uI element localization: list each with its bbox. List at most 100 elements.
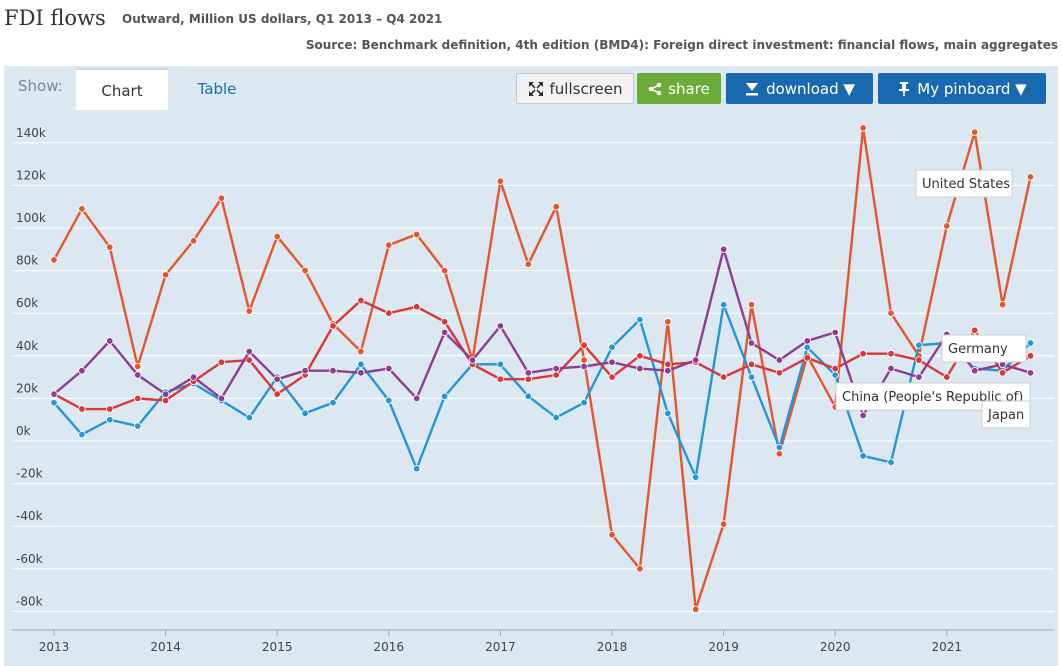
data-point[interactable]	[747, 339, 756, 347]
data-point[interactable]	[943, 373, 951, 381]
data-point[interactable]	[301, 409, 309, 418]
data-point[interactable]	[747, 360, 756, 369]
data-point[interactable]	[998, 369, 1007, 377]
data-point[interactable]	[775, 443, 784, 452]
data-point[interactable]	[245, 356, 253, 364]
data-point[interactable]	[580, 398, 588, 407]
data-point[interactable]	[608, 373, 616, 381]
data-point[interactable]	[859, 411, 867, 420]
data-point[interactable]	[413, 394, 421, 403]
data-point[interactable]	[161, 271, 170, 279]
data-point[interactable]	[775, 450, 784, 458]
data-point[interactable]	[915, 356, 923, 364]
data-point[interactable]	[998, 300, 1007, 309]
data-point[interactable]	[78, 430, 86, 439]
data-point[interactable]	[608, 343, 616, 351]
data-point[interactable]	[1026, 352, 1035, 360]
data-point[interactable]	[971, 326, 979, 334]
data-point[interactable]	[664, 318, 672, 326]
data-point[interactable]	[357, 347, 365, 356]
data-point[interactable]	[943, 222, 951, 230]
data-point[interactable]	[859, 349, 867, 358]
download-button[interactable]: download ▼	[726, 73, 873, 104]
data-point[interactable]	[413, 464, 421, 473]
data-point[interactable]	[273, 375, 281, 383]
data-point[interactable]	[971, 367, 979, 375]
data-point[interactable]	[636, 352, 644, 360]
data-point[interactable]	[189, 237, 198, 245]
data-point[interactable]	[78, 405, 86, 413]
data-point[interactable]	[357, 360, 365, 369]
data-point[interactable]	[552, 364, 560, 373]
data-point[interactable]	[161, 390, 170, 398]
data-point[interactable]	[50, 256, 58, 264]
data-point[interactable]	[217, 358, 226, 366]
data-point[interactable]	[971, 128, 979, 136]
data-point[interactable]	[357, 296, 365, 305]
data-point[interactable]	[524, 369, 532, 377]
data-point[interactable]	[719, 300, 728, 309]
data-point[interactable]	[78, 367, 86, 375]
data-point[interactable]	[719, 520, 728, 528]
data-point[interactable]	[329, 367, 337, 375]
data-point[interactable]	[664, 360, 672, 369]
data-point[interactable]	[133, 371, 142, 379]
data-point[interactable]	[692, 605, 700, 613]
data-point[interactable]	[1026, 369, 1035, 377]
data-point[interactable]	[106, 405, 114, 413]
data-point[interactable]	[552, 202, 560, 211]
data-point[interactable]	[440, 328, 449, 337]
data-point[interactable]	[831, 371, 839, 379]
data-point[interactable]	[915, 373, 923, 381]
data-point[interactable]	[106, 243, 114, 251]
data-point[interactable]	[496, 177, 505, 185]
data-point[interactable]	[301, 367, 309, 375]
data-point[interactable]	[664, 367, 672, 375]
data-point[interactable]	[413, 230, 421, 239]
data-point[interactable]	[775, 356, 784, 364]
data-point[interactable]	[440, 266, 449, 275]
data-point[interactable]	[664, 409, 672, 418]
data-point[interactable]	[161, 396, 170, 405]
data-point[interactable]	[468, 356, 477, 364]
data-point[interactable]	[524, 375, 532, 383]
data-point[interactable]	[245, 307, 253, 315]
data-point[interactable]	[580, 341, 588, 349]
data-point[interactable]	[440, 392, 449, 400]
pinboard-button[interactable]: My pinboard ▼	[878, 73, 1046, 104]
data-point[interactable]	[775, 369, 784, 377]
data-point[interactable]	[747, 373, 756, 381]
data-point[interactable]	[608, 358, 616, 366]
data-point[interactable]	[245, 347, 253, 356]
data-point[interactable]	[524, 260, 532, 268]
data-point[interactable]	[552, 413, 560, 422]
data-point[interactable]	[273, 232, 281, 241]
data-point[interactable]	[217, 394, 226, 403]
data-point[interactable]	[524, 392, 532, 400]
data-point[interactable]	[189, 373, 198, 381]
series-line-china-people-s-republic-of[interactable]	[53, 299, 1032, 411]
data-point[interactable]	[217, 194, 226, 202]
tab-table[interactable]: Table	[197, 80, 237, 98]
data-point[interactable]	[133, 362, 142, 371]
fullscreen-button[interactable]: fullscreen	[516, 73, 634, 104]
data-point[interactable]	[580, 356, 588, 364]
data-point[interactable]	[1026, 339, 1035, 347]
data-point[interactable]	[887, 349, 895, 358]
data-point[interactable]	[719, 373, 728, 381]
data-point[interactable]	[887, 458, 895, 466]
data-point[interactable]	[636, 315, 644, 324]
data-point[interactable]	[859, 124, 867, 132]
data-point[interactable]	[78, 205, 86, 213]
data-point[interactable]	[552, 371, 560, 379]
data-point[interactable]	[301, 266, 309, 275]
data-point[interactable]	[803, 343, 811, 351]
data-point[interactable]	[719, 245, 728, 253]
data-point[interactable]	[496, 375, 505, 383]
data-point[interactable]	[496, 360, 505, 369]
data-point[interactable]	[106, 337, 114, 345]
share-button[interactable]: share	[637, 73, 721, 104]
data-point[interactable]	[692, 356, 700, 364]
data-point[interactable]	[133, 422, 142, 430]
data-point[interactable]	[887, 309, 895, 317]
